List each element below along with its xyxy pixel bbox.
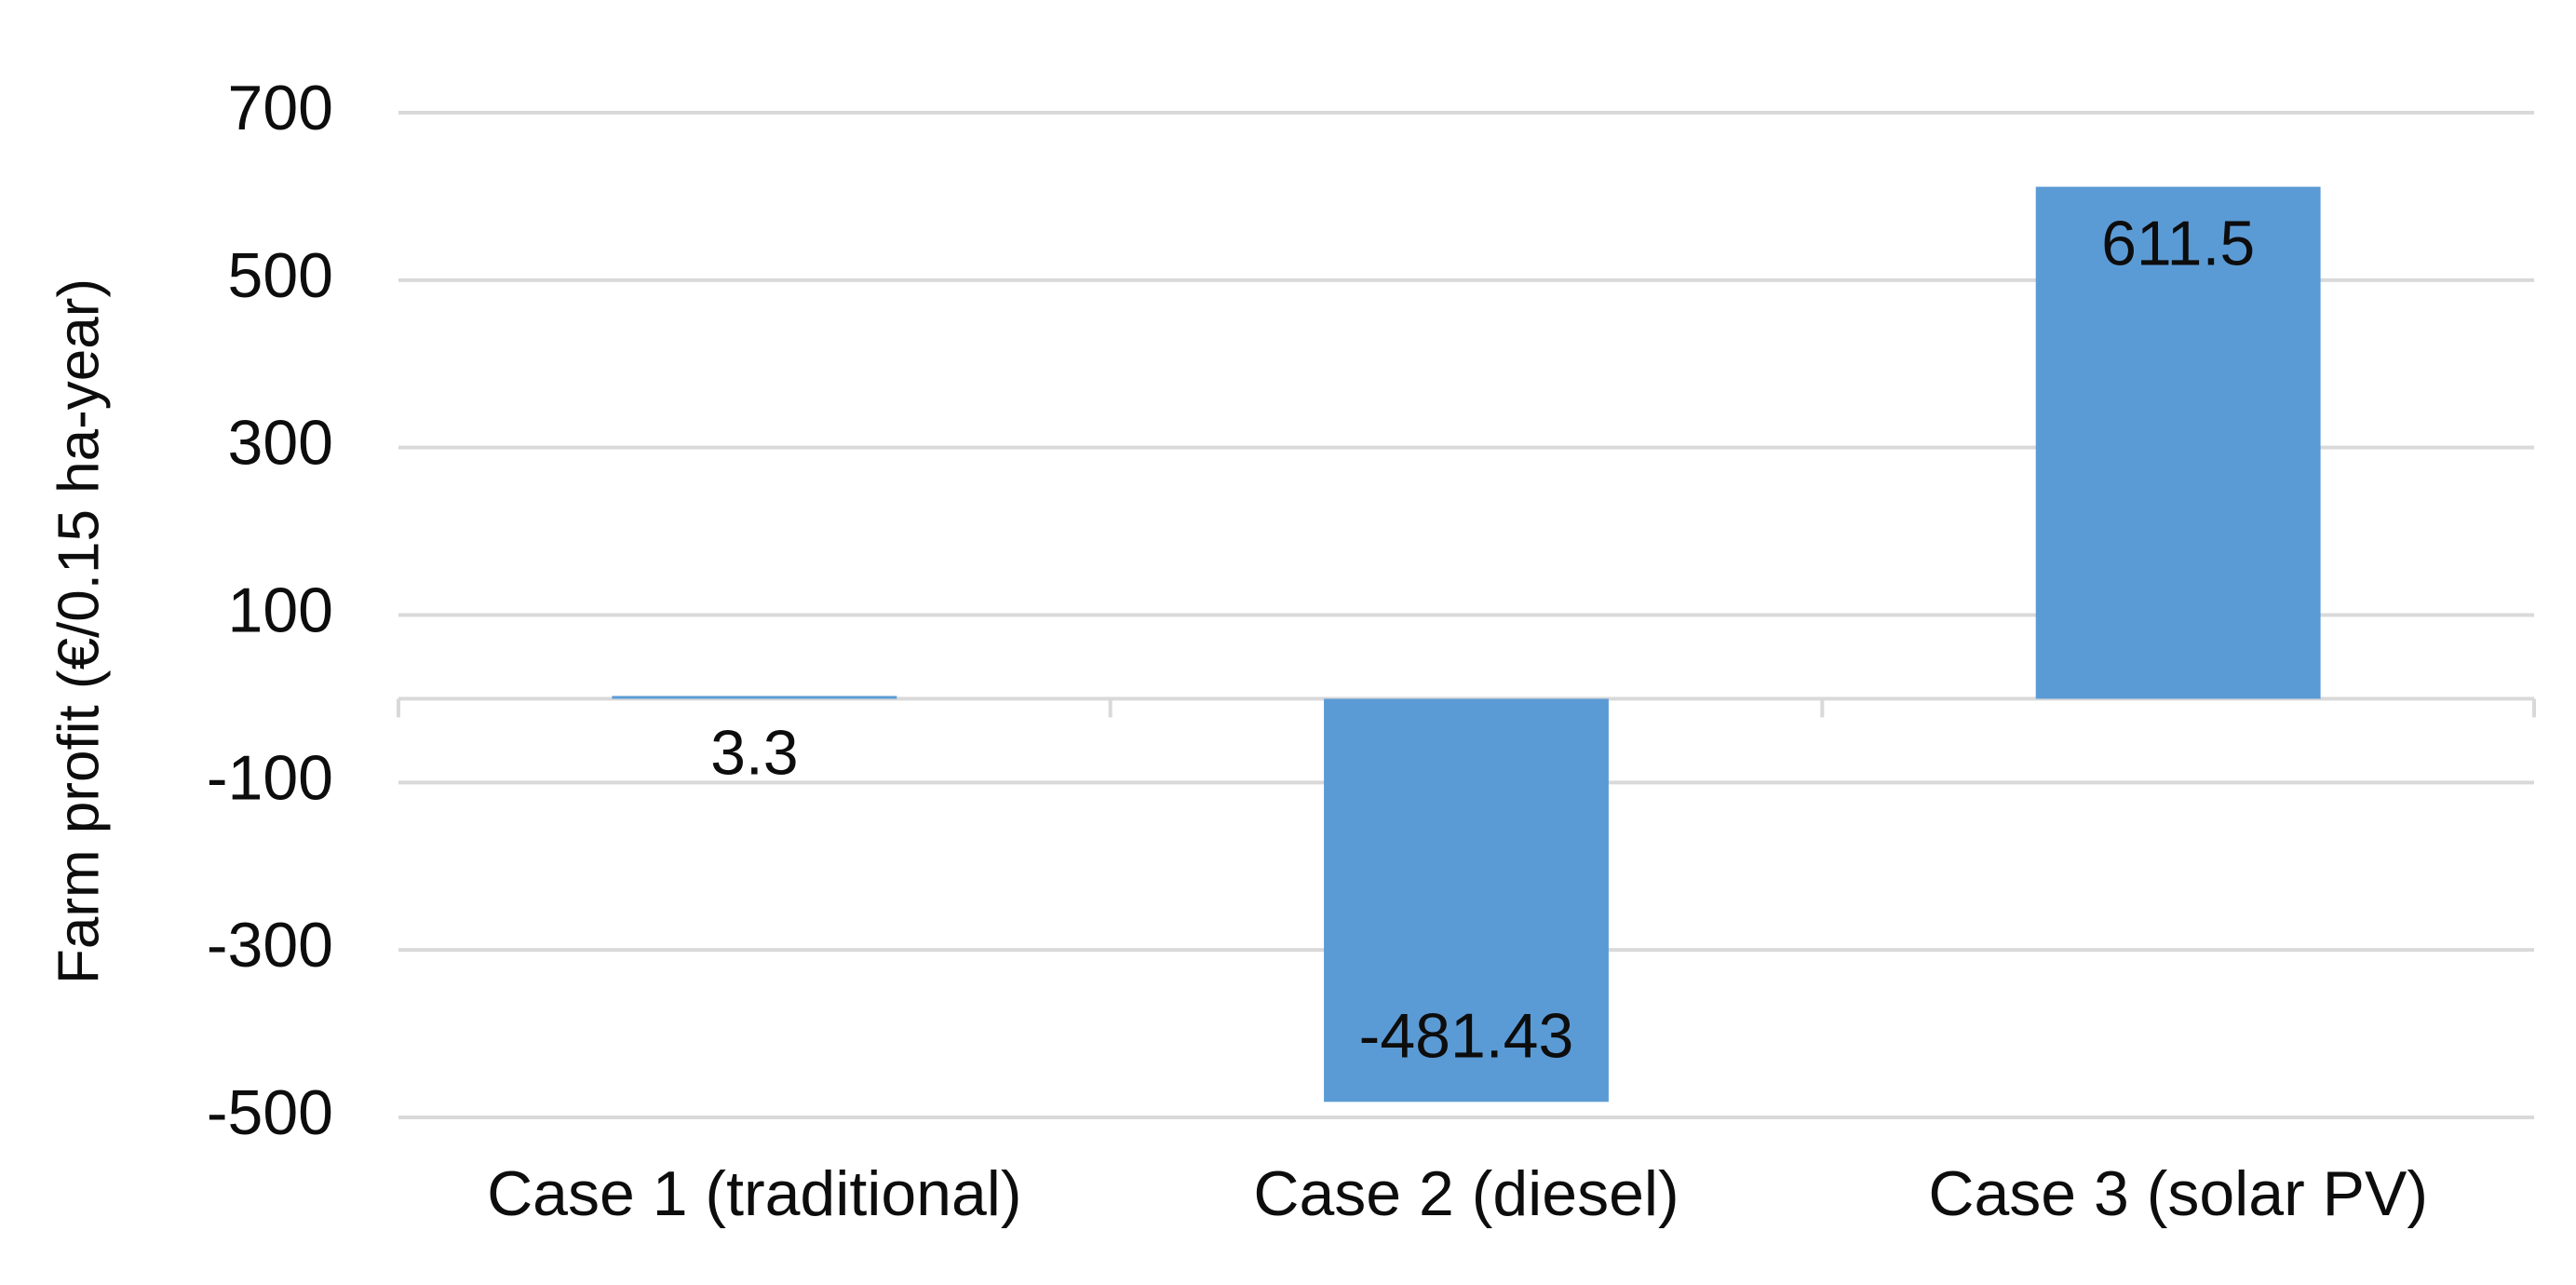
data-label: 3.3: [710, 717, 799, 788]
y-tick-label: 500: [228, 240, 333, 311]
bar: [1324, 698, 1609, 1102]
x-tick-label: Case 3 (solar PV): [1928, 1158, 2428, 1229]
y-axis-title: Farm profit (€/0.15 ha-year): [47, 278, 111, 984]
x-tick-label: Case 1 (traditional): [487, 1158, 1021, 1229]
y-tick-label: 300: [228, 408, 333, 479]
data-label: -481.43: [1359, 1000, 1574, 1071]
bar: [612, 696, 897, 699]
y-tick-label: -300: [207, 910, 333, 981]
data-label: 611.5: [2101, 209, 2255, 279]
y-tick-label: 100: [228, 575, 333, 645]
y-tick-label: -500: [207, 1077, 333, 1148]
y-tick-label: -100: [207, 742, 333, 813]
x-tick-label: Case 2 (diesel): [1253, 1158, 1679, 1229]
bar: [2035, 186, 2321, 699]
y-tick-label: 700: [228, 73, 333, 143]
